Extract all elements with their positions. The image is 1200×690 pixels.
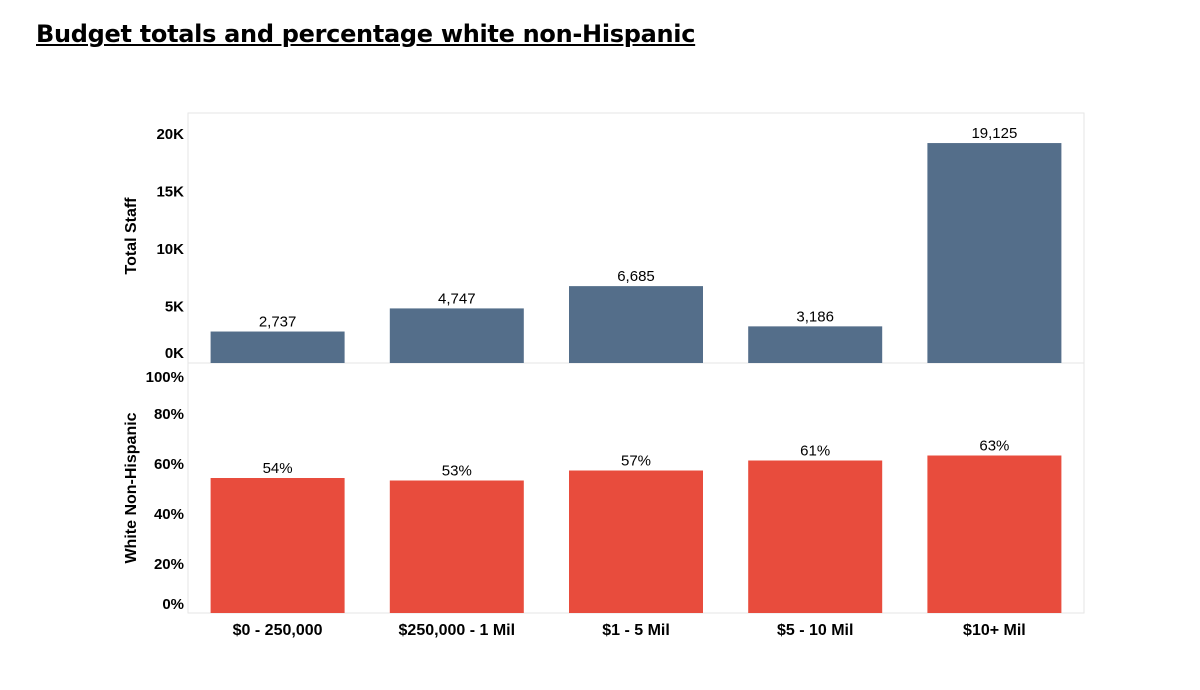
x-tick-label: $5 - 10 Mil [777,622,853,639]
page-title: Budget totals and percentage white non-H… [36,20,696,48]
bar [927,143,1062,363]
bar [748,460,883,613]
x-tick-label: $1 - 5 Mil [602,622,670,639]
x-tick-label: $0 - 250,000 [233,622,323,639]
x-tick-label: $250,000 - 1 Mil [399,622,516,639]
bar [569,286,703,363]
y-axis-title: Total Staff [123,197,140,275]
bar [210,478,345,613]
bar [927,455,1062,613]
x-tick-label: $10+ Mil [963,622,1026,639]
data-label: 57% [621,453,651,470]
data-label: 63% [979,438,1009,455]
y-tick-label: 5K [165,299,184,316]
bar [569,470,703,613]
y-tick-label: 100% [146,369,184,386]
data-label: 54% [263,460,293,477]
y-tick-label: 15K [156,184,184,201]
y-tick-label: 40% [154,506,184,523]
x-axis: $0 - 250,000 $250,000 - 1 Mil $1 - 5 Mil $5… [233,622,1026,639]
y-axis-title: White Non-Hispanic [123,412,140,563]
data-label: 53% [442,463,472,480]
y-tick-label: 0K [165,345,184,362]
bar [210,331,345,363]
data-label: 6,685 [617,268,655,285]
data-label: 19,125 [971,125,1017,142]
bar [389,480,524,613]
white-non-hispanic-panel: 0% 20% 40% 60% 80% 100% White Non-Hispanic 54% 5… [123,369,1062,613]
bar [389,308,524,363]
y-tick-label: 80% [154,406,184,423]
data-label: 4,747 [438,290,476,307]
total-staff-panel: 0K 5K 10K 15K 20K Total Staff 2,737 4,747 6,685 3… [123,125,1062,363]
bar [748,326,883,363]
y-tick-label: 20K [156,126,184,143]
data-label: 3,186 [796,308,834,325]
y-tick-label: 20% [154,556,184,573]
y-tick-label: 0% [162,596,184,613]
data-label: 2,737 [259,314,297,331]
data-label: 61% [800,443,830,460]
y-tick-label: 10K [156,241,184,258]
y-tick-label: 60% [154,456,184,473]
